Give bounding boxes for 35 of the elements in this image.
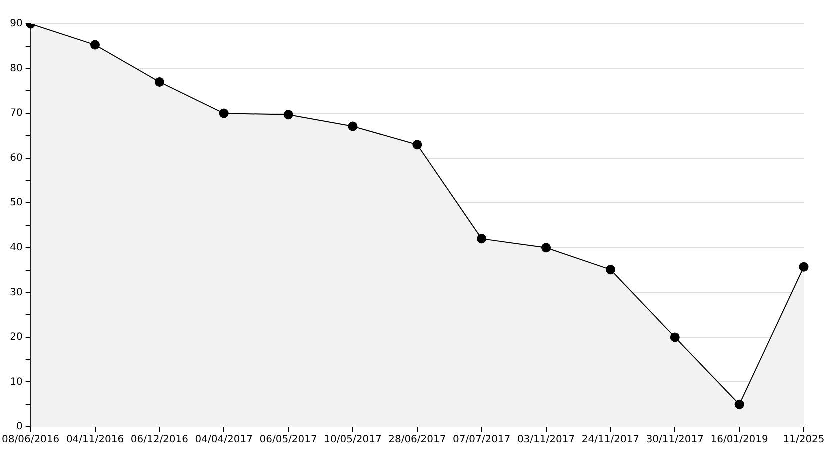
x-tick-label: 16/01/2019	[710, 434, 768, 446]
point	[670, 332, 680, 342]
point	[348, 122, 358, 132]
point	[477, 234, 487, 244]
y-tick-label: 20	[10, 332, 23, 344]
point	[90, 40, 100, 50]
y-tick-label: 90	[10, 18, 23, 30]
x-tick-label: 30/11/2017	[646, 434, 704, 446]
x-tick-label: 06/05/2017	[260, 434, 318, 446]
y-tick-label: 10	[10, 376, 23, 388]
point	[542, 243, 552, 253]
y-tick-label: 80	[10, 63, 23, 74]
y-tick-label: 50	[10, 198, 23, 209]
y-tick-label: 30	[10, 287, 23, 298]
x-tick-label: 03/11/2017	[517, 434, 576, 446]
point	[606, 265, 616, 275]
y-tick-label: 0	[16, 422, 23, 433]
y-tick-label: 60	[10, 152, 23, 164]
x-tick-label: 06/12/2016	[130, 434, 188, 446]
x-tick-label: 11/2025	[783, 434, 825, 446]
point	[219, 108, 229, 118]
x-tick-label: 08/06/2016	[2, 434, 60, 446]
y-tick-label: 70	[10, 108, 23, 120]
point	[799, 262, 809, 272]
x-tick-label: 28/06/2017	[388, 434, 446, 446]
point	[734, 400, 744, 410]
x-tick-label: 07/07/2017	[453, 434, 511, 446]
point	[154, 77, 164, 87]
point	[412, 140, 422, 150]
x-tick-label: 24/11/2017	[582, 434, 640, 446]
x-tick-label: 04/11/2016	[66, 434, 124, 446]
y-tick-label: 40	[10, 242, 23, 254]
x-tick-label: 04/04/2017	[195, 434, 253, 446]
x-tick-label: 10/05/2017	[324, 434, 382, 446]
point	[284, 110, 294, 120]
